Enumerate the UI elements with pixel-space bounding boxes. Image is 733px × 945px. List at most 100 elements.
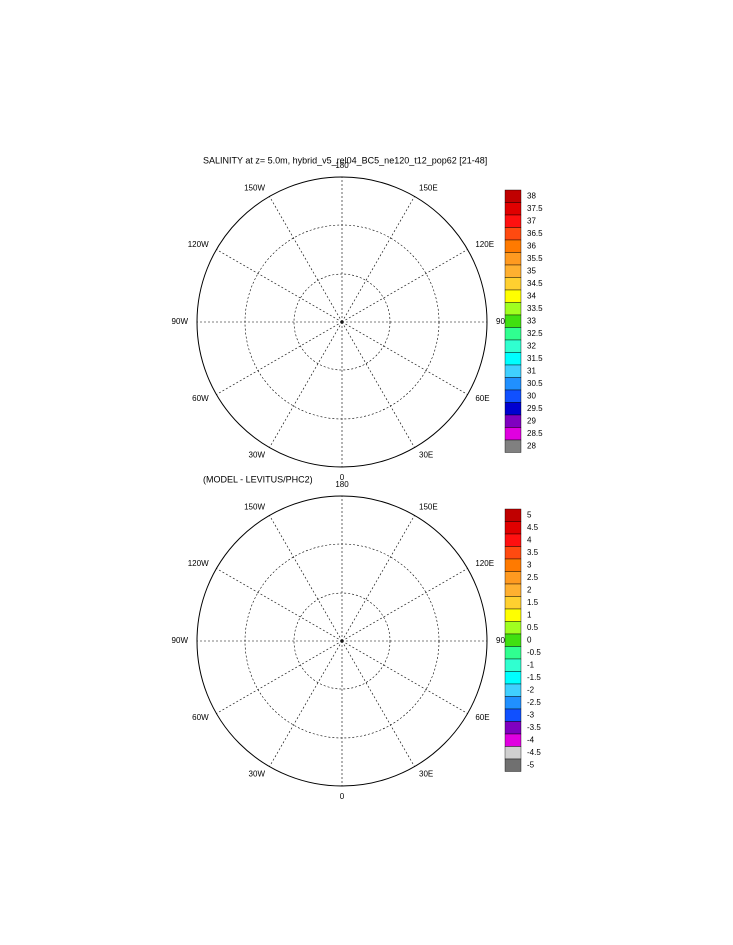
colorbar-box	[504, 239, 522, 253]
colorbar-box	[504, 683, 522, 697]
colorbar-label: 30	[527, 391, 536, 400]
longitude-label: 180	[335, 161, 349, 170]
colorbar-box	[504, 227, 522, 241]
colorbar-label: 2.5	[527, 573, 539, 582]
colorbar-box	[504, 214, 522, 228]
longitude-label: 60E	[475, 713, 489, 722]
meridian	[341, 640, 468, 714]
meridian	[216, 249, 343, 323]
meridian	[341, 321, 415, 448]
colorbar-label: 0.5	[527, 623, 539, 632]
colorbar-label: -1	[527, 660, 535, 669]
meridian	[341, 640, 415, 767]
ocean	[197, 242, 402, 382]
longitude-label: 120W	[188, 559, 209, 568]
colorbar-label: 4.5	[527, 523, 539, 532]
colorbar-label: -3	[527, 710, 535, 719]
map-panel: (MODEL - LEVITUS/PHC2)	[203, 474, 432, 681]
colorbar-label: 36.5	[527, 229, 543, 238]
colorbar-label: 28.5	[527, 429, 543, 438]
ocean	[282, 581, 322, 601]
colorbar-box	[504, 352, 522, 366]
colorbar-box	[504, 427, 522, 441]
colorbar-label: 35.5	[527, 254, 543, 263]
colorbar-box	[504, 277, 522, 291]
colorbar-label: 29	[527, 416, 536, 425]
meridian	[341, 568, 468, 642]
colorbar-box	[504, 289, 522, 303]
colorbar-label: 38	[527, 191, 536, 200]
colorbar-box	[504, 377, 522, 391]
longitude-label: 30W	[249, 769, 266, 778]
longitude-label: 30E	[419, 450, 433, 459]
map-title: SALINITY at z= 5.0m, hybrid_v5_rel04_BC5…	[203, 155, 487, 165]
colorbar-box	[504, 389, 522, 403]
colorbar-box	[504, 202, 522, 216]
meridian	[216, 568, 343, 642]
colorbar-label: 37.5	[527, 204, 543, 213]
colorbar-label: 0	[527, 635, 532, 644]
colorbar-label: 37	[527, 216, 536, 225]
longitude-label: 90E	[496, 636, 510, 645]
meridian	[341, 515, 415, 642]
colorbar-box	[504, 414, 522, 428]
colorbar-box	[504, 402, 522, 416]
colorbar-label: -4.5	[527, 748, 541, 757]
colorbar-box	[504, 264, 522, 278]
colorbar-label: 33.5	[527, 304, 543, 313]
longitude-label: 0	[340, 792, 345, 801]
colorbar-box	[504, 708, 522, 722]
colorbar-label: 31.5	[527, 354, 543, 363]
meridian	[269, 640, 343, 767]
map-panel: SALINITY at z= 5.0m, hybrid_v5_rel04_BC5…	[197, 155, 487, 467]
colorbar-box	[504, 658, 522, 672]
longitude-label: 90W	[172, 636, 189, 645]
colorbar-box	[504, 758, 522, 772]
colorbar-label: 34.5	[527, 279, 543, 288]
colorbar-box	[504, 608, 522, 622]
colorbar-label: 4	[527, 535, 532, 544]
longitude-label: 150E	[419, 503, 438, 512]
colorbar-label: -2.5	[527, 698, 541, 707]
ocean	[392, 621, 432, 681]
colorbar-label: 1	[527, 610, 532, 619]
colorbar-label: -1.5	[527, 673, 541, 682]
colorbar-box	[504, 533, 522, 547]
colorbar-label: 3.5	[527, 548, 539, 557]
colorbar-box	[504, 696, 522, 710]
meridian	[269, 515, 343, 642]
colorbar-label: 32.5	[527, 329, 543, 338]
colorbar-box	[504, 508, 522, 522]
longitude-label: 90E	[496, 317, 510, 326]
colorbar-box	[504, 339, 522, 353]
colorbar-label: -2	[527, 685, 535, 694]
map-title: (MODEL - LEVITUS/PHC2)	[203, 474, 313, 484]
map-border	[196, 495, 488, 787]
ocean	[197, 347, 302, 412]
colorbar-box	[504, 721, 522, 735]
colorbar-box	[504, 646, 522, 660]
longitude-label: 30E	[419, 769, 433, 778]
colorbar-label: 35	[527, 266, 536, 275]
colorbar-box	[504, 596, 522, 610]
colorbar-box	[504, 733, 522, 747]
ocean	[197, 342, 422, 467]
colorbar-box	[504, 302, 522, 316]
colorbar-box	[504, 546, 522, 560]
meridian	[269, 196, 343, 323]
colorbar-label: -3.5	[527, 723, 541, 732]
longitude-label: 150W	[244, 503, 265, 512]
longitude-label: 150W	[244, 184, 265, 193]
colorbar-box	[504, 633, 522, 647]
colorbar-label: -5	[527, 760, 535, 769]
longitude-label: 150E	[419, 184, 438, 193]
colorbar-label: 31	[527, 366, 536, 375]
colorbar-label: 36	[527, 241, 536, 250]
colorbar-label: 30.5	[527, 379, 543, 388]
colorbar-label: 33	[527, 316, 536, 325]
colorbar-box	[504, 671, 522, 685]
colorbar-label: 1.5	[527, 598, 539, 607]
meridian	[216, 321, 343, 395]
meridian	[341, 196, 415, 323]
